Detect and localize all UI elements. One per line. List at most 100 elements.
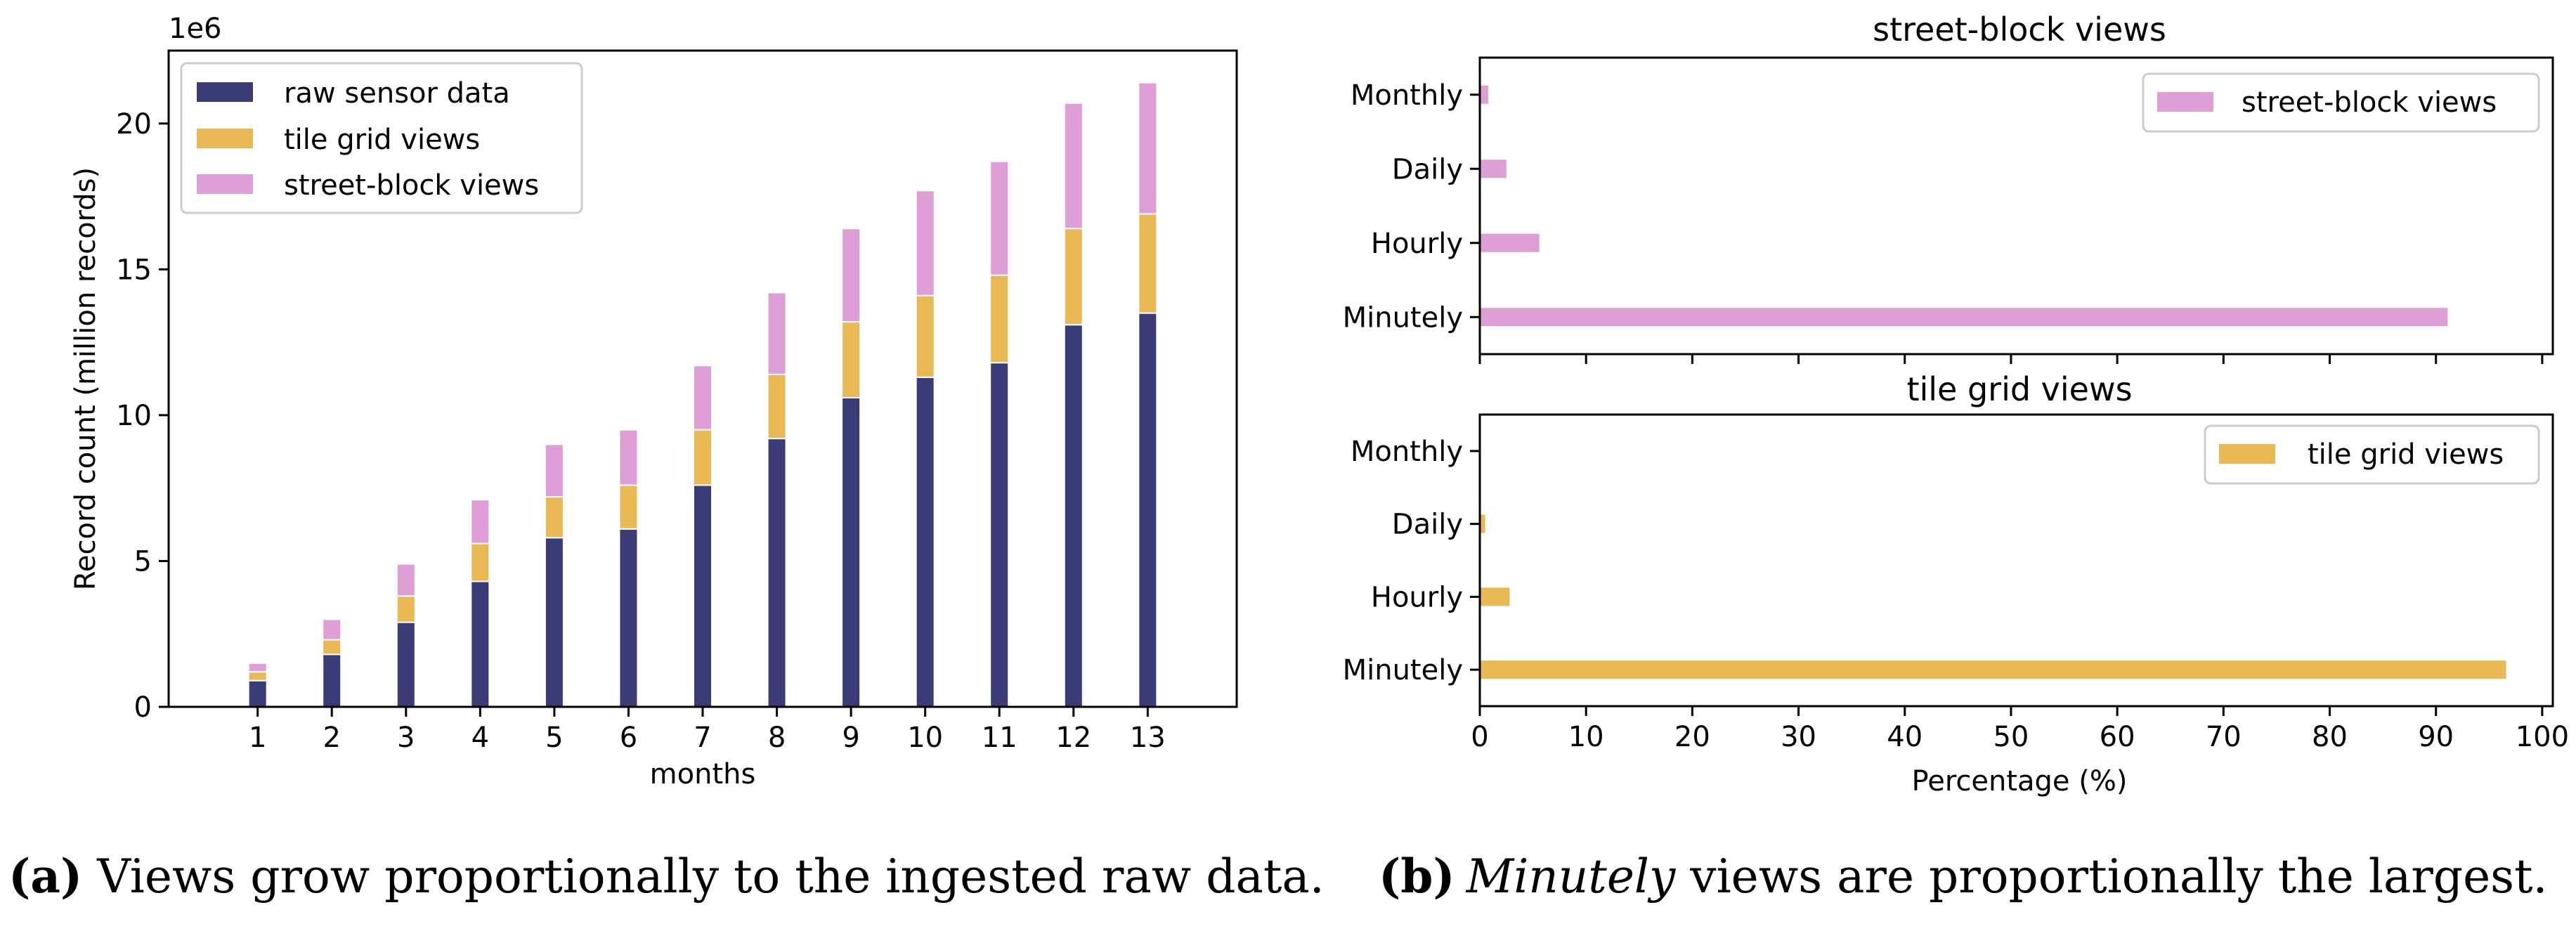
street-block-legend-label: street-block views (2242, 86, 2497, 119)
bar-segment-raw (693, 484, 713, 708)
y-tick-label: Monthly (1351, 79, 1463, 112)
tile-grid-bars (1480, 441, 2506, 679)
caption-a-label: (a) (8, 849, 82, 904)
tile-grid-legend-box (2204, 424, 2540, 485)
bar-segment-raw (396, 621, 416, 708)
x-tick-label: 5 (545, 722, 563, 754)
bar-segment-raw (767, 438, 787, 708)
caption-b-italic: Minutely (1466, 849, 1676, 904)
street-block-legend-swatch (2157, 92, 2213, 112)
y-tick-label: Hourly (1371, 581, 1463, 613)
bar-monthly (1480, 85, 1489, 104)
bar-segment-tile (470, 542, 490, 582)
street-block-plot-frame (1478, 56, 2554, 356)
bar-segment-street (841, 228, 861, 323)
tile-grid-x-ticks: 0 10 20 30 40 50 60 70 80 90 100 (1471, 706, 2569, 753)
x-tick-label: 12 (1055, 722, 1091, 754)
bar-segment-street (618, 429, 639, 486)
bar-daily (1480, 514, 1485, 533)
left-x-axis-label: months (650, 758, 756, 790)
bar-segment-street (247, 662, 268, 673)
bar-segment-tile (841, 321, 861, 398)
x-tick-label: 30 (1781, 721, 1816, 753)
y-tick-label: Monthly (1351, 436, 1463, 468)
bar-segment-raw (915, 376, 935, 708)
legend-swatch-raw (197, 82, 253, 102)
bar-segment-street (544, 443, 564, 498)
bar-segment-raw (470, 580, 490, 708)
x-tick-label: 60 (2100, 721, 2135, 753)
bar-minutely (1480, 308, 2448, 327)
legend-label-raw: raw sensor data (284, 77, 510, 110)
bar-segment-street (989, 160, 1010, 276)
bar-segment-tile (989, 274, 1010, 364)
tile-grid-title: tile grid views (1906, 370, 2132, 408)
x-tick-label: 7 (694, 722, 711, 754)
x-tick-label: 11 (982, 722, 1017, 754)
left-y-axis-label: Record count (million records) (70, 167, 102, 590)
bar-segment-street (396, 563, 416, 597)
y-tick-label: Minutely (1343, 654, 1463, 686)
x-tick-label: 10 (1568, 721, 1604, 753)
street-block-legend: street-block views (2142, 72, 2540, 133)
x-tick-label: 100 (2516, 721, 2569, 753)
x-tick-label: 90 (2418, 721, 2454, 753)
bar-segment-tile (767, 373, 787, 440)
left-y-ticks: 0 5 10 15 20 (116, 108, 169, 724)
bar-segment-raw (247, 679, 268, 708)
tile-grid-legend: tile grid views (2204, 424, 2540, 485)
x-tick-label: 4 (471, 722, 489, 754)
legend-label-street: street-block views (284, 169, 539, 202)
y-offset-label: 1e6 (169, 13, 222, 45)
stacked-bars (247, 82, 1158, 708)
y-tick-label: 0 (134, 691, 152, 724)
bar-minutely (1480, 660, 2506, 679)
bar-segment-raw (544, 537, 564, 708)
bar-segment-street (322, 618, 342, 641)
y-tick-label: 5 (134, 545, 152, 578)
bar-segment-street (1138, 82, 1158, 215)
bar-segment-street (1063, 102, 1084, 230)
street-block-legend-box (2142, 72, 2540, 133)
x-tick-label: 8 (768, 722, 786, 754)
caption-b-label: (b) (1379, 849, 1455, 904)
bar-segment-tile (544, 496, 564, 539)
y-tick-label: 10 (116, 400, 152, 432)
tile-grid-y-ticks: Monthly Daily Hourly Minutely (1343, 436, 1480, 686)
legend-swatch-street (197, 174, 253, 194)
tile-grid-plot-frame (1478, 413, 2554, 708)
street-block-y-ticks: Monthly Daily Hourly Minutely (1343, 79, 1480, 334)
tile-grid-views-chart: tile grid views Monthly Daily Hourly Minute… (1343, 370, 2569, 797)
bar-segment-street (767, 292, 787, 375)
bar-segment-tile (693, 429, 713, 486)
x-tick-label: 80 (2312, 721, 2348, 753)
tile-grid-legend-label: tile grid views (2308, 438, 2504, 471)
bar-segment-raw (618, 528, 639, 708)
street-block-bars (1480, 85, 2448, 327)
y-tick-label: Minutely (1343, 301, 1463, 334)
bar-segment-tile (396, 595, 416, 623)
legend-swatch-tile (197, 129, 253, 148)
legend-label-tile: tile grid views (284, 124, 480, 156)
tile-grid-legend-swatch (2219, 444, 2275, 464)
bar-segment-tile (322, 639, 342, 656)
bar-segment-street (470, 499, 490, 545)
bar-segment-raw (841, 396, 861, 708)
x-tick-label: 3 (397, 722, 415, 754)
left-legend-box (180, 62, 583, 214)
street-block-x-ticks (1478, 354, 2544, 364)
bar-hourly (1480, 233, 1540, 252)
bar-segment-street (915, 190, 935, 297)
y-tick-label: Daily (1392, 509, 1463, 541)
street-block-views-chart: street-block views Monthly Daily Hourly Min… (1343, 11, 2554, 364)
x-tick-label: 40 (1887, 721, 1923, 753)
x-tick-label: 0 (1471, 721, 1488, 753)
bar-daily (1480, 159, 1507, 178)
x-tick-label: 70 (2206, 721, 2242, 753)
y-tick-label: 20 (116, 108, 152, 141)
y-tick-label: Daily (1392, 153, 1463, 185)
x-tick-label: 6 (620, 722, 637, 754)
bar-segment-tile (915, 294, 935, 378)
